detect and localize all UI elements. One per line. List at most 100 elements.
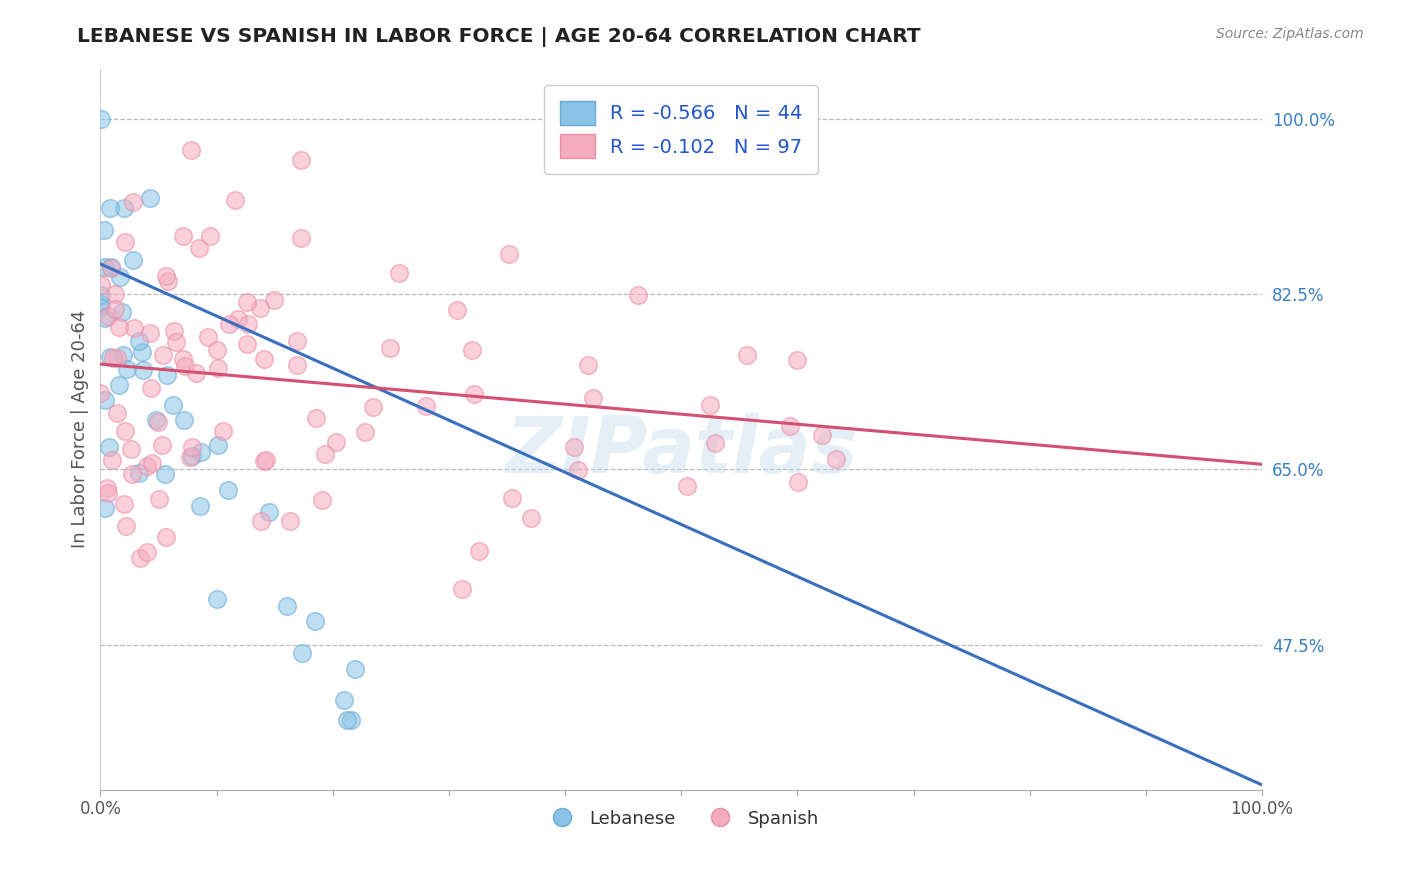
Point — [153, 467, 176, 481]
Point — [498, 246, 520, 260]
Point — [825, 451, 848, 466]
Point — [131, 345, 153, 359]
Point — [150, 438, 173, 452]
Point — [111, 348, 134, 362]
Point — [188, 241, 211, 255]
Point — [104, 301, 127, 316]
Point — [520, 511, 543, 525]
Point — [354, 425, 377, 440]
Point — [190, 444, 212, 458]
Point — [100, 260, 122, 274]
Point — [675, 479, 697, 493]
Point — [217, 483, 239, 498]
Point — [105, 406, 128, 420]
Point — [103, 351, 125, 366]
Point — [278, 514, 301, 528]
Point — [117, 362, 139, 376]
Point — [162, 398, 184, 412]
Point — [333, 693, 356, 707]
Point — [238, 317, 260, 331]
Point — [108, 378, 131, 392]
Point — [155, 269, 177, 284]
Point — [250, 514, 273, 528]
Point — [89, 385, 111, 400]
Point — [311, 492, 333, 507]
Point — [136, 544, 159, 558]
Point — [200, 229, 222, 244]
Point — [94, 310, 117, 325]
Point — [163, 325, 186, 339]
Point — [704, 436, 727, 450]
Point — [257, 505, 280, 519]
Point — [114, 235, 136, 250]
Point — [461, 343, 484, 357]
Point — [205, 343, 228, 357]
Point — [340, 713, 363, 727]
Point — [145, 413, 167, 427]
Point — [165, 335, 187, 350]
Point — [236, 336, 259, 351]
Point — [115, 519, 138, 533]
Point — [737, 348, 759, 362]
Text: ZIPatlas: ZIPatlas — [505, 413, 858, 489]
Point — [90, 287, 112, 301]
Point — [253, 454, 276, 468]
Point — [205, 592, 228, 607]
Point — [562, 440, 585, 454]
Point — [172, 229, 194, 244]
Point — [90, 277, 112, 292]
Point — [107, 320, 129, 334]
Point — [786, 352, 808, 367]
Point — [155, 530, 177, 544]
Point — [128, 334, 150, 348]
Point — [467, 544, 489, 558]
Point — [253, 352, 276, 367]
Point — [152, 348, 174, 362]
Point — [463, 387, 485, 401]
Point — [135, 458, 157, 473]
Point — [98, 350, 121, 364]
Point — [89, 300, 111, 314]
Point — [90, 112, 112, 126]
Point — [388, 266, 411, 280]
Text: Source: ZipAtlas.com: Source: ZipAtlas.com — [1216, 27, 1364, 41]
Point — [141, 457, 163, 471]
Point — [305, 410, 328, 425]
Point — [141, 380, 163, 394]
Point — [567, 463, 589, 477]
Point — [128, 466, 150, 480]
Text: LEBANESE VS SPANISH IN LABOR FORCE | AGE 20-64 CORRELATION CHART: LEBANESE VS SPANISH IN LABOR FORCE | AGE… — [77, 27, 921, 46]
Point — [112, 201, 135, 215]
Point — [138, 191, 160, 205]
Point — [173, 413, 195, 427]
Point — [207, 438, 229, 452]
Point — [451, 582, 474, 596]
Point — [101, 453, 124, 467]
Point — [415, 399, 437, 413]
Point — [336, 713, 359, 727]
Point — [180, 143, 202, 157]
Point — [114, 424, 136, 438]
Point — [291, 646, 314, 660]
Point — [97, 309, 120, 323]
Point — [94, 392, 117, 407]
Point — [157, 274, 180, 288]
Point — [138, 326, 160, 340]
Point — [810, 428, 832, 442]
Point — [304, 614, 326, 628]
Point — [224, 194, 246, 208]
Point — [207, 361, 229, 376]
Point — [121, 253, 143, 268]
Point — [235, 294, 257, 309]
Point — [103, 286, 125, 301]
Point — [96, 481, 118, 495]
Point — [228, 311, 250, 326]
Point — [121, 194, 143, 209]
Point — [93, 501, 115, 516]
Point — [581, 391, 603, 405]
Point — [446, 303, 468, 318]
Point — [97, 486, 120, 500]
Point — [156, 368, 179, 382]
Point — [779, 419, 801, 434]
Point — [172, 351, 194, 366]
